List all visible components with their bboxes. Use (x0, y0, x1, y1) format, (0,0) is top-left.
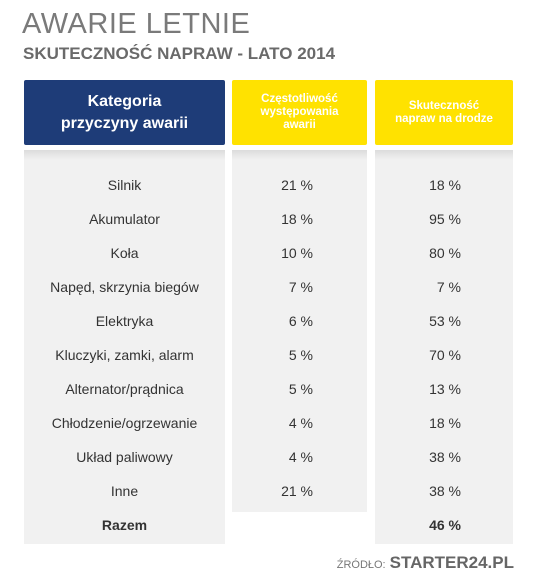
page-subtitle: SKUTECZNOŚĆ NAPRAW - LATO 2014 (23, 44, 336, 63)
category-cell: Alternator/prądnica (65, 381, 184, 397)
effectiveness-cell: 38 % (429, 449, 461, 465)
effectiveness-cell: 80 % (429, 245, 461, 261)
total-category-cell: Razem (101, 517, 148, 533)
category-cell: Kluczyki, zamki, alarm (55, 347, 194, 363)
category-cell: Koła (110, 245, 139, 261)
frequency-panel (232, 150, 367, 512)
frequency-cell: 7 % (288, 279, 313, 295)
effectiveness-cell: 53 % (429, 313, 461, 329)
source-label: ŹRÓDŁO: (336, 559, 386, 571)
category-cell: Silnik (107, 177, 142, 193)
frequency-cell: 21 % (281, 483, 313, 499)
header-frequency-line-2: występowania (260, 106, 339, 118)
header-effectiveness-line-1: Skuteczność (408, 99, 480, 112)
header-effectiveness-line-2: napraw na drodze (395, 112, 493, 125)
header-category-line-1: Kategoria (87, 92, 162, 110)
category-cell: Inne (110, 483, 139, 499)
frequency-cell: 5 % (288, 347, 313, 363)
effectiveness-panel (375, 150, 513, 544)
total-effectiveness-cell: 46 % (429, 517, 461, 533)
category-cell: Elektryka (95, 313, 154, 329)
effectiveness-cell: 7 % (436, 279, 461, 295)
frequency-cell: 10 % (281, 245, 313, 261)
header-effectiveness: Skuteczność napraw na drodze (375, 80, 513, 145)
header-frequency: Częstotliwość występowania awarii (232, 80, 367, 145)
source-value: STARTER24.PL (389, 553, 514, 572)
effectiveness-cell: 18 % (429, 177, 461, 193)
header-frequency-line-3: awarii (283, 119, 316, 131)
category-cell: Napęd, skrzynia biegów (50, 279, 199, 295)
effectiveness-cell: 95 % (429, 211, 461, 227)
frequency-cell: 6 % (288, 313, 313, 329)
effectiveness-cell: 38 % (429, 483, 461, 499)
category-cell: Akumulator (89, 211, 160, 227)
category-panel (24, 150, 225, 544)
header-category-line-2: przyczyny awarii (60, 114, 189, 132)
frequency-cell: 21 % (281, 177, 313, 193)
source-credit: ŹRÓDŁO: STARTER24.PL (337, 553, 514, 573)
frequency-cell: 4 % (288, 415, 313, 431)
effectiveness-cell: 18 % (429, 415, 461, 431)
page-title: AWARIE LETNIE (22, 8, 251, 40)
category-cell: Układ paliwowy (76, 449, 173, 465)
frequency-cell: 4 % (288, 449, 313, 465)
frequency-cell: 18 % (281, 211, 313, 227)
effectiveness-cell: 13 % (429, 381, 461, 397)
total-frequency-cell (232, 508, 313, 542)
header-frequency-line-1: Częstotliwość (261, 93, 338, 105)
frequency-cell: 5 % (288, 381, 313, 397)
effectiveness-cell: 70 % (429, 347, 461, 363)
header-category: Kategoria przyczyny awarii (24, 80, 225, 145)
category-cell: Chłodzenie/ogrzewanie (51, 415, 198, 431)
